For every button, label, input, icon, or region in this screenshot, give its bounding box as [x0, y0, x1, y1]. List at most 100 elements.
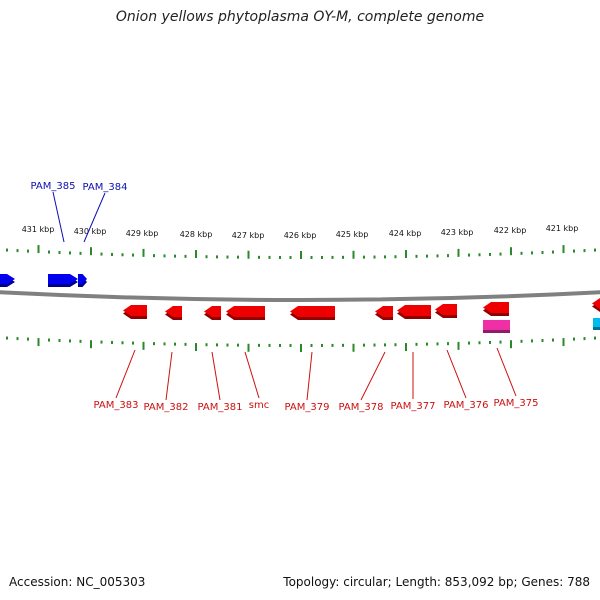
tick-mark: [321, 343, 323, 347]
reverse-gene-pam_378[interactable]: [375, 306, 393, 320]
tick-mark: [541, 338, 544, 342]
tick-mark: [279, 343, 281, 347]
tick-mark: [478, 253, 481, 257]
tick-mark: [121, 253, 124, 257]
tick-mark: [552, 338, 554, 342]
reverse-gene-pam_376[interactable]: [435, 304, 457, 318]
tick-mark: [195, 343, 197, 352]
gene-label: PAM_377: [391, 401, 436, 412]
tick-mark: [415, 254, 418, 258]
reverse-gene-unlabeled[interactable]: [592, 298, 600, 312]
tick-mark: [163, 342, 166, 346]
tick-mark: [541, 250, 544, 254]
forward-gene-pam_384[interactable]: [78, 274, 87, 287]
label-leader-line: [496, 347, 517, 397]
page-title: Onion yellows phytoplasma OY-M, complete…: [115, 9, 485, 25]
tick-mark: [48, 250, 50, 254]
tick-mark: [531, 339, 533, 343]
reverse-gene-pam_375[interactable]: [483, 302, 509, 316]
label-leader-line: [446, 349, 467, 399]
label-leader-line: [211, 351, 221, 401]
tick-mark: [226, 343, 229, 347]
forward-gene-unlabeled[interactable]: [0, 274, 15, 287]
tick-mark: [531, 251, 533, 255]
tick-mark: [69, 339, 71, 343]
scale-label: 423 kbp: [441, 228, 474, 237]
tick-mark: [268, 255, 271, 259]
scale-label: 424 kbp: [389, 229, 422, 238]
tick-mark: [79, 251, 82, 255]
scale-label: 428 kbp: [180, 230, 213, 239]
gene-label: PAM_385: [31, 181, 76, 192]
tick-mark: [90, 247, 92, 256]
tick-mark: [58, 338, 61, 342]
tick-mark: [90, 340, 92, 349]
gene-label: PAM_376: [444, 400, 489, 411]
tick-mark: [184, 342, 187, 346]
tick-mark: [426, 254, 428, 258]
top-tick-ruler: [6, 245, 596, 259]
tick-mark: [352, 343, 355, 352]
tick-mark: [6, 248, 8, 252]
scale-label: 421 kbp: [546, 224, 579, 233]
scale-label: 425 kbp: [336, 230, 369, 239]
forward-gene-pam_385[interactable]: [48, 274, 78, 287]
reverse-gene-pam_383[interactable]: [123, 305, 147, 319]
tick-mark: [247, 343, 250, 352]
tick-mark: [216, 255, 218, 259]
tick-mark: [237, 255, 239, 259]
tick-mark: [373, 255, 376, 259]
tick-mark: [100, 252, 103, 256]
tick-mark: [205, 343, 208, 347]
scale-labels: 431 kbp 430 kbp 429 kbp 428 kbp 427 kbp 426 k…: [22, 224, 579, 240]
reverse-gene-pam_377[interactable]: [397, 305, 431, 319]
tick-mark: [457, 341, 460, 350]
other-feature-2[interactable]: [593, 318, 600, 330]
tick-mark: [16, 337, 19, 341]
gene-labels: PAM_385 PAM_384 PAM_383 PAM_382 PAM_381 smc PA…: [31, 181, 539, 413]
tick-mark: [331, 255, 334, 259]
tick-mark: [37, 338, 40, 347]
gene-features: [0, 274, 600, 333]
reverse-gene-pam_382[interactable]: [165, 306, 182, 320]
tick-mark: [174, 342, 176, 346]
tick-mark: [142, 248, 145, 257]
label-leader-line: [360, 351, 386, 401]
tick-mark: [583, 337, 586, 341]
gene-label: PAM_383: [94, 400, 139, 411]
tick-mark: [415, 342, 418, 346]
scale-label: 431 kbp: [22, 225, 55, 234]
gene-label: PAM_378: [339, 402, 384, 413]
tick-mark: [16, 249, 19, 253]
tick-mark: [562, 245, 565, 254]
reverse-gene-pam_381[interactable]: [204, 306, 221, 320]
tick-mark: [205, 255, 208, 259]
tick-mark: [394, 343, 397, 347]
tick-mark: [69, 251, 71, 255]
scale-label: 427 kbp: [232, 231, 265, 240]
tick-mark: [478, 341, 481, 345]
tick-mark: [258, 255, 260, 259]
genome-backbone: [0, 290, 600, 302]
tick-mark: [562, 338, 565, 347]
tick-mark: [184, 254, 187, 258]
tick-mark: [499, 252, 502, 256]
tick-mark: [79, 339, 82, 343]
scale-label: 429 kbp: [126, 229, 159, 238]
reverse-gene-pam_379[interactable]: [290, 306, 335, 320]
tick-mark: [436, 342, 439, 346]
tick-mark: [226, 255, 229, 259]
tick-mark: [405, 250, 407, 259]
accession-text: Accession: NC_005303: [9, 575, 146, 589]
label-leader-line: [306, 351, 313, 401]
tick-mark: [342, 343, 344, 347]
other-feature-1[interactable]: [483, 320, 510, 333]
tick-mark: [373, 343, 376, 347]
tick-mark: [237, 343, 239, 347]
bottom-tick-ruler: [6, 336, 596, 352]
tick-mark: [573, 337, 575, 341]
tick-mark: [289, 255, 292, 259]
tick-mark: [300, 251, 302, 259]
reverse-gene-smc[interactable]: [226, 306, 265, 320]
tick-mark: [6, 336, 8, 340]
